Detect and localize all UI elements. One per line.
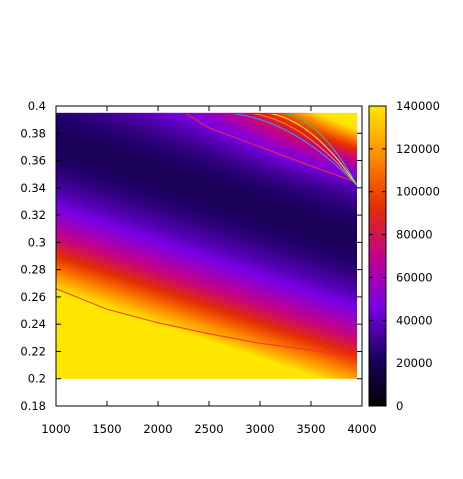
y-tick-label: 0.28 (20, 263, 46, 277)
x-tick-label: 2000 (143, 422, 172, 436)
y-tick-label: 0.3 (28, 235, 46, 249)
colorbar-tick-label: 40000 (396, 313, 433, 327)
y-tick-label: 0.34 (20, 181, 46, 195)
contour-60000 (185, 114, 358, 183)
colorbar-tick-label: 140000 (396, 99, 440, 113)
y-axis: 0.4 0.38 0.36 0.34 0.32 0.3 0.28 0.26 0.24 0.22 0.… (20, 99, 362, 413)
y-tick-label: 0.18 (20, 399, 46, 413)
x-tick-label: 2500 (194, 422, 223, 436)
y-tick-label: 0.2 (28, 372, 46, 386)
colorbar-tick-label: 100000 (396, 185, 440, 199)
colorbar-tick-label: 80000 (396, 228, 433, 242)
plot-area (56, 112, 358, 379)
colorbar-tick-label: 60000 (396, 270, 433, 284)
y-tick-label: 0.22 (20, 344, 46, 358)
y-tick-label: 0.4 (28, 99, 46, 113)
contour-lines (56, 114, 358, 358)
y-tick-label: 0.26 (20, 290, 46, 304)
heatmap-image (56, 112, 357, 379)
colorbar-tick-label: 0 (396, 399, 403, 413)
colorbar-tick-label: 20000 (396, 356, 433, 370)
x-tick-label: 3000 (245, 422, 274, 436)
colorbar-tick-label: 120000 (396, 142, 440, 156)
contour-130000 (285, 114, 358, 186)
y-tick-label: 0.36 (20, 154, 46, 168)
colorbar: 140000 120000 100000 80000 60000 40000 20000 0 (368, 99, 440, 413)
y-tick-label: 0.32 (20, 208, 46, 222)
contour-100000 (252, 114, 358, 186)
y-tick-label: 0.38 (20, 126, 46, 140)
x-tick-label: 1500 (92, 422, 121, 436)
contour-80000 (232, 114, 358, 186)
colorbar-fill (368, 105, 387, 407)
y-tick-label: 0.24 (20, 317, 46, 331)
colorbar-ticks: 140000 120000 100000 80000 60000 40000 20000 0 (369, 99, 440, 413)
x-tick-label: 3500 (296, 422, 325, 436)
contour-120000 (269, 114, 358, 186)
x-tick-label: 1000 (41, 422, 70, 436)
x-tick-label: 4000 (347, 422, 376, 436)
contour-20000 (56, 288, 357, 358)
x-axis: 1000 1500 2000 2500 3000 3500 4000 (41, 106, 377, 436)
